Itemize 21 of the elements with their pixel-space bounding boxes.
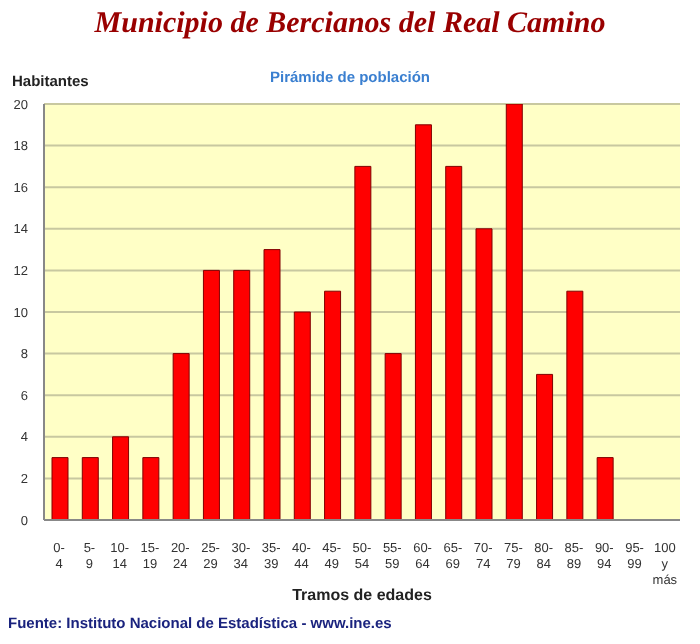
bar [445, 165, 463, 520]
x-axis-title: Tramos de edades [292, 586, 433, 604]
bar [293, 311, 311, 520]
chart-title: Municipio de Bercianos del Real Camino [92, 8, 608, 42]
bar [202, 269, 220, 520]
bar [475, 228, 493, 520]
bar [505, 104, 523, 520]
bar [324, 290, 342, 520]
bar [536, 373, 554, 520]
bar [51, 457, 69, 520]
bar [263, 249, 281, 520]
bar [354, 165, 372, 520]
bar [414, 124, 432, 520]
bar [566, 290, 584, 520]
bar [172, 353, 190, 520]
bar [596, 457, 614, 520]
bar [233, 269, 251, 520]
bar [384, 353, 402, 520]
bar [112, 436, 130, 520]
bar [142, 457, 160, 520]
bar [81, 457, 99, 520]
